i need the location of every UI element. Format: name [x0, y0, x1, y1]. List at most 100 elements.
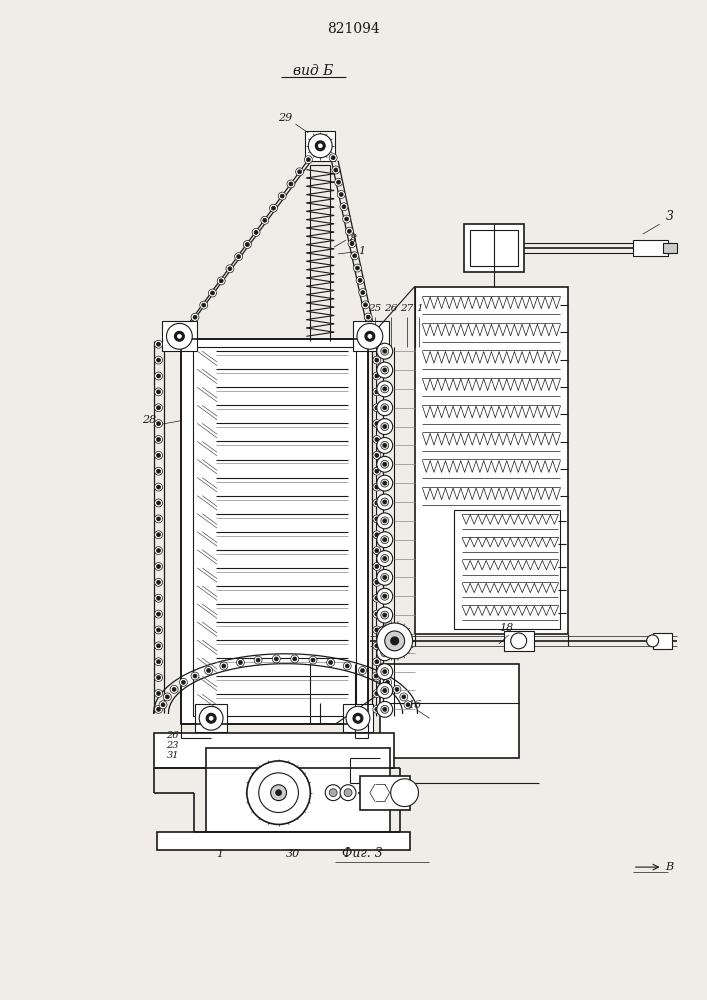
Circle shape — [359, 289, 367, 297]
Circle shape — [315, 141, 325, 151]
Circle shape — [298, 170, 302, 174]
Circle shape — [381, 573, 389, 581]
Circle shape — [377, 626, 392, 642]
Circle shape — [296, 168, 303, 176]
Bar — [653, 633, 672, 649]
Circle shape — [261, 216, 269, 224]
Circle shape — [344, 662, 351, 670]
Circle shape — [382, 462, 387, 466]
Circle shape — [209, 716, 213, 720]
Circle shape — [354, 264, 361, 272]
Circle shape — [305, 156, 312, 164]
Circle shape — [156, 374, 160, 378]
Circle shape — [373, 547, 381, 555]
Circle shape — [361, 291, 365, 295]
Circle shape — [375, 469, 379, 473]
Circle shape — [385, 631, 404, 651]
Circle shape — [381, 687, 389, 694]
Circle shape — [381, 385, 389, 393]
Circle shape — [381, 592, 389, 600]
Circle shape — [226, 265, 234, 273]
Text: Фиг. 3: Фиг. 3 — [342, 847, 382, 860]
Circle shape — [373, 372, 381, 380]
Circle shape — [309, 656, 317, 664]
Circle shape — [375, 612, 379, 616]
Circle shape — [358, 278, 362, 282]
Circle shape — [170, 685, 178, 693]
Circle shape — [161, 703, 165, 707]
Circle shape — [385, 680, 390, 684]
Circle shape — [293, 657, 297, 661]
Circle shape — [375, 358, 379, 362]
Circle shape — [375, 676, 379, 680]
Circle shape — [375, 549, 379, 553]
Circle shape — [382, 425, 387, 429]
Circle shape — [373, 404, 381, 412]
Circle shape — [382, 575, 387, 579]
Circle shape — [339, 193, 343, 196]
Bar — [504, 631, 534, 651]
Circle shape — [311, 658, 315, 662]
Circle shape — [365, 331, 375, 341]
Circle shape — [306, 158, 310, 162]
Bar — [153, 733, 394, 768]
Circle shape — [155, 340, 163, 348]
Circle shape — [155, 372, 163, 380]
Circle shape — [344, 217, 349, 221]
Circle shape — [372, 672, 380, 680]
Circle shape — [353, 254, 357, 258]
Circle shape — [280, 194, 284, 198]
Circle shape — [375, 485, 379, 489]
Circle shape — [247, 761, 310, 824]
Circle shape — [155, 674, 163, 682]
Circle shape — [256, 658, 260, 662]
Circle shape — [382, 500, 387, 504]
Circle shape — [180, 678, 187, 686]
Circle shape — [377, 362, 392, 378]
Circle shape — [353, 713, 363, 723]
Circle shape — [155, 467, 163, 475]
Circle shape — [155, 626, 163, 634]
Bar — [380, 664, 519, 758]
Circle shape — [155, 436, 163, 443]
Circle shape — [191, 313, 199, 321]
Circle shape — [373, 388, 381, 396]
Circle shape — [382, 349, 387, 353]
Circle shape — [381, 423, 389, 431]
Circle shape — [155, 531, 163, 539]
Circle shape — [377, 532, 392, 548]
Circle shape — [329, 789, 337, 797]
Circle shape — [236, 659, 245, 666]
Circle shape — [384, 678, 392, 686]
Circle shape — [373, 594, 381, 602]
Circle shape — [381, 705, 389, 713]
Bar — [454, 510, 561, 629]
Circle shape — [156, 691, 160, 695]
Circle shape — [382, 368, 387, 372]
Circle shape — [377, 475, 392, 491]
Circle shape — [382, 632, 387, 636]
Circle shape — [279, 192, 286, 200]
Circle shape — [375, 374, 379, 378]
Circle shape — [342, 205, 346, 209]
Circle shape — [377, 683, 392, 698]
Circle shape — [393, 685, 401, 693]
Circle shape — [382, 443, 387, 447]
Circle shape — [373, 642, 381, 650]
Circle shape — [237, 255, 240, 259]
Circle shape — [259, 773, 298, 813]
Circle shape — [510, 633, 527, 649]
Text: 3: 3 — [665, 210, 674, 223]
Bar — [414, 287, 568, 634]
Circle shape — [373, 578, 381, 586]
Circle shape — [377, 419, 392, 435]
Circle shape — [381, 536, 389, 544]
Circle shape — [206, 713, 216, 723]
Circle shape — [156, 596, 160, 600]
Circle shape — [373, 674, 381, 682]
Circle shape — [377, 645, 392, 661]
Circle shape — [382, 594, 387, 598]
Circle shape — [377, 513, 392, 529]
Circle shape — [382, 670, 387, 674]
Circle shape — [156, 549, 160, 553]
